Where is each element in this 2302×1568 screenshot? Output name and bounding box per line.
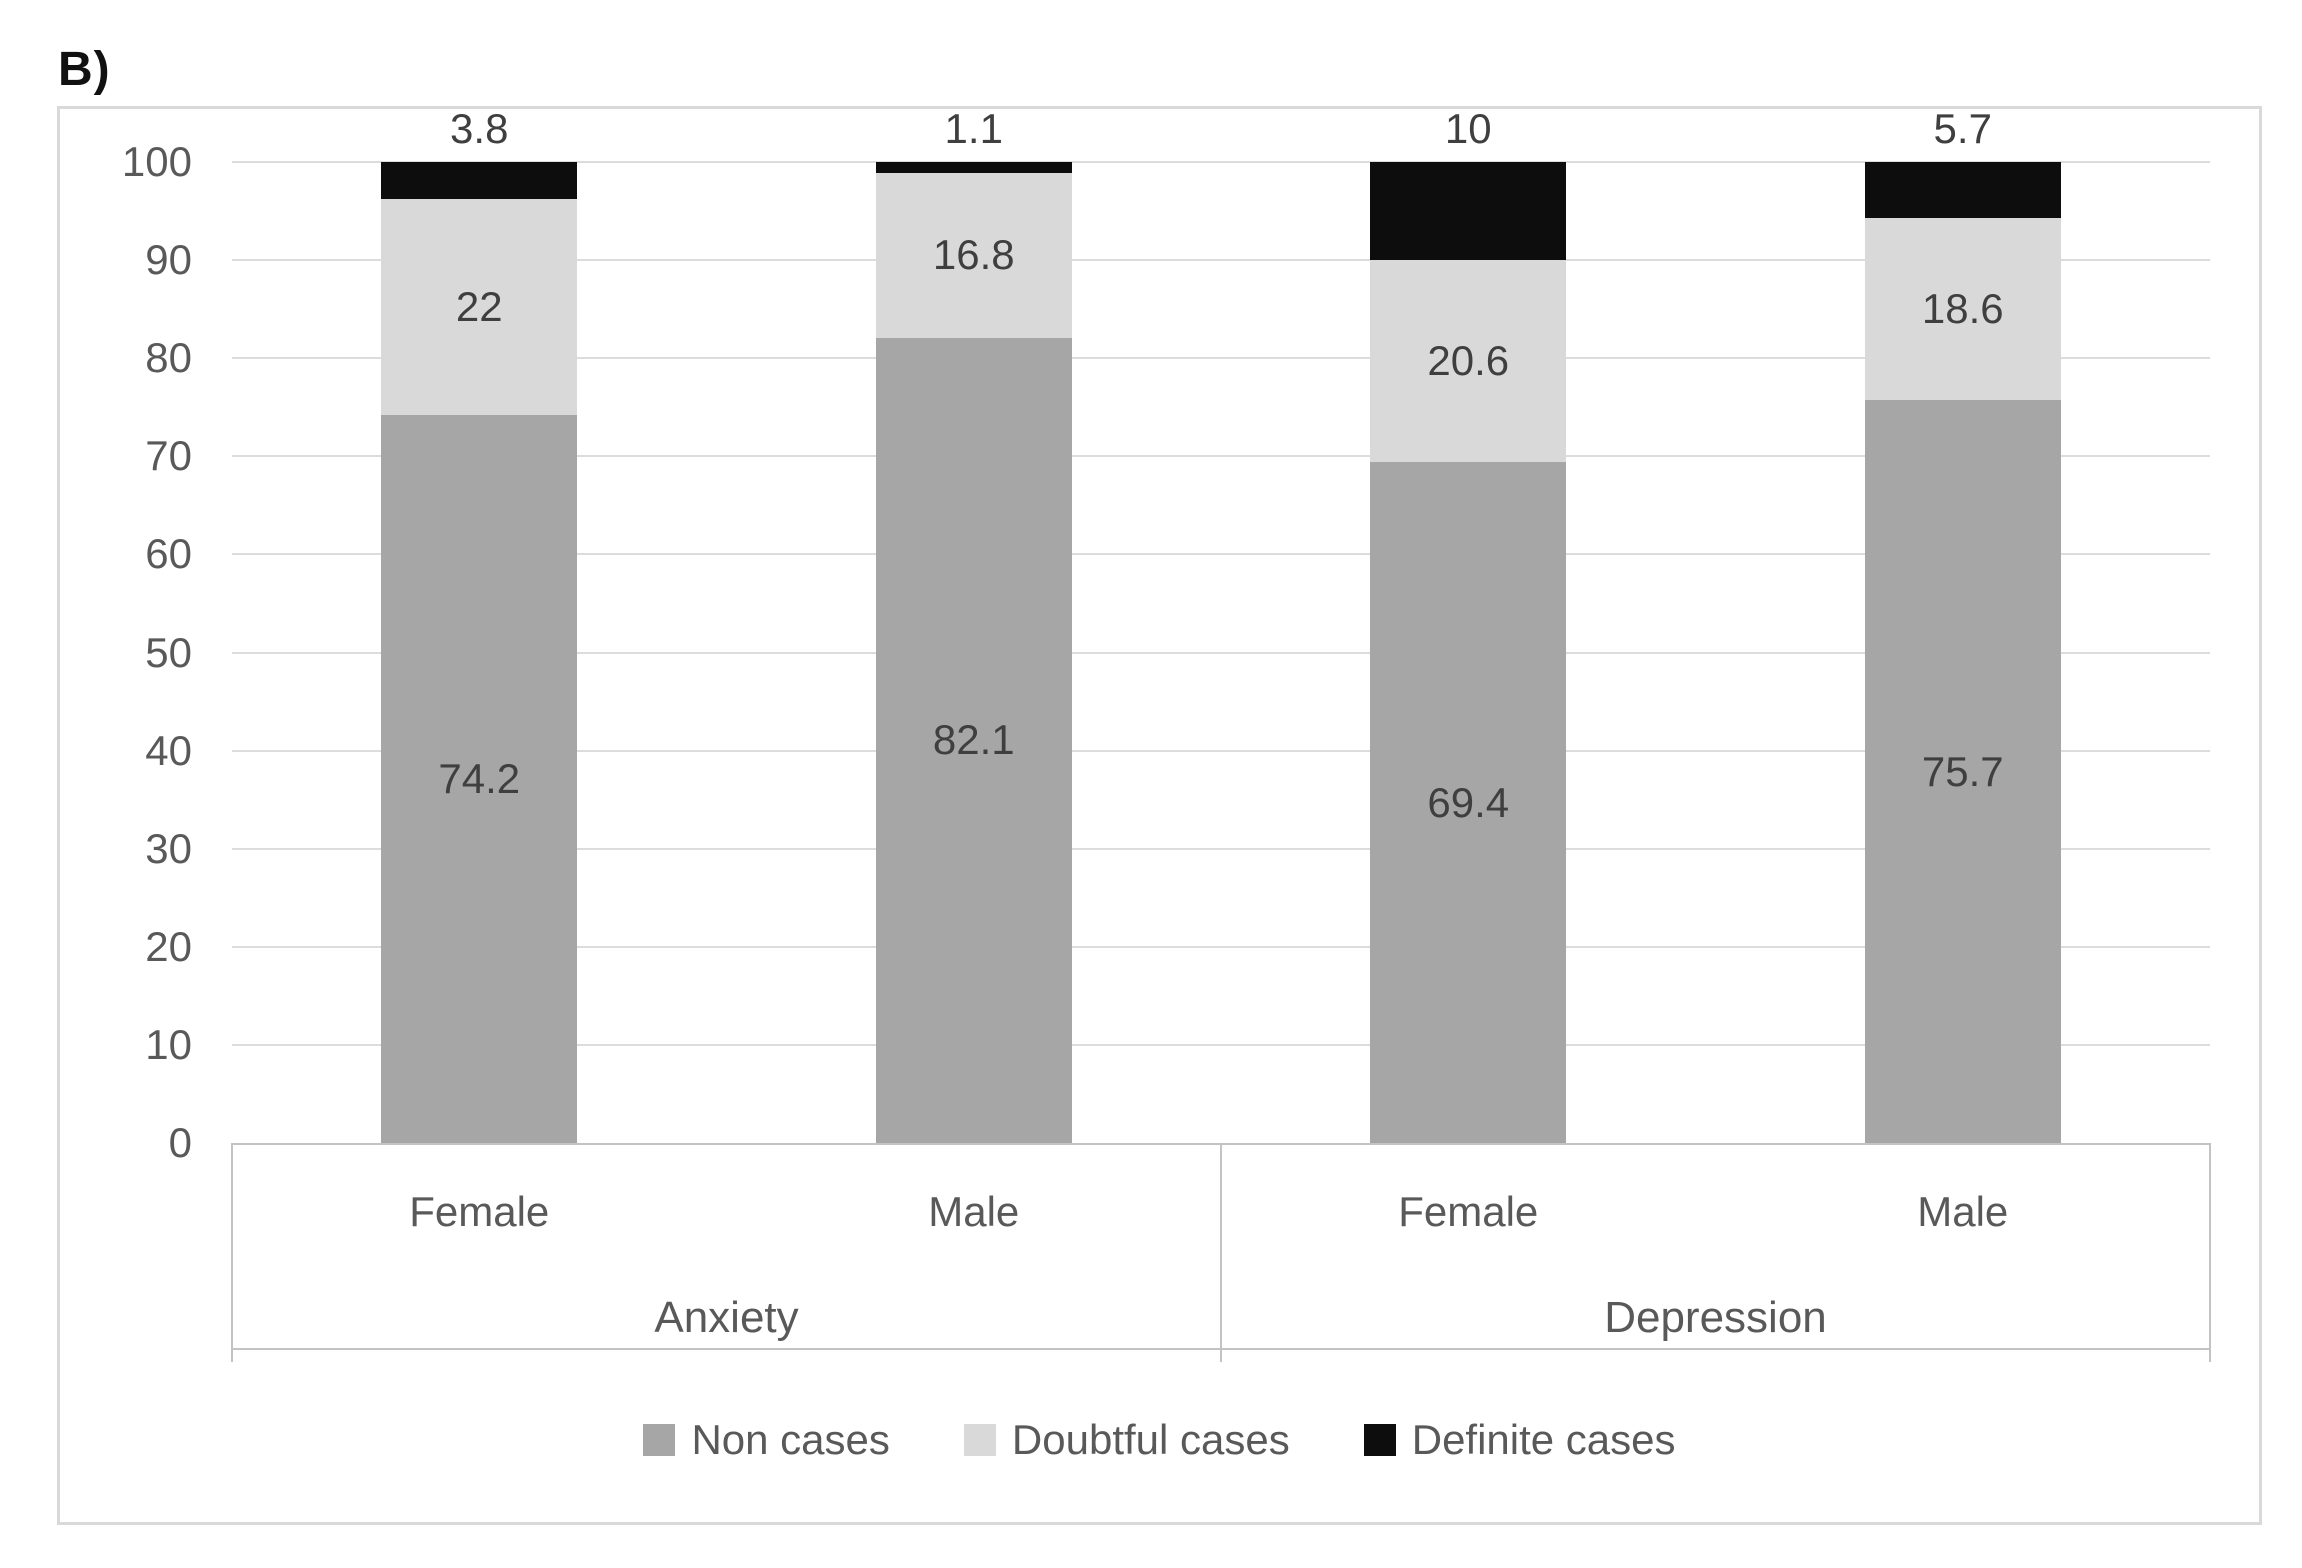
legend-label: Definite cases (1411, 1416, 1676, 1463)
data-label: 75.7 (1921, 747, 2004, 795)
category-band-divider (2209, 1143, 2211, 1362)
bar-segment-doubtful-cases (875, 172, 1072, 338)
gridline (232, 259, 2210, 262)
bar-segment-doubtful-cases (1864, 217, 2061, 401)
bar-segment-definite-cases (1370, 162, 1567, 261)
legend-swatch-icon (963, 1424, 996, 1456)
y-tick-label: 40 (145, 726, 192, 774)
data-label: 74.2 (438, 755, 521, 803)
category-band-divider (1220, 1143, 1222, 1362)
category-label: Male (1917, 1188, 2009, 1235)
group-label: Depression (1604, 1293, 1827, 1342)
y-tick-label: 90 (145, 236, 192, 284)
data-label: 1.1 (944, 105, 1003, 152)
panel-label: B) (58, 43, 111, 96)
category-label: Male (928, 1188, 1020, 1235)
legend: Non cases Doubtful cases Definite cases (57, 1412, 2262, 1468)
bar-segment-doubtful-cases (381, 199, 578, 416)
gridline (232, 357, 2210, 360)
category-label: Female (1398, 1188, 1539, 1235)
y-tick-label: 20 (145, 922, 192, 970)
bar-segment-definite-cases (381, 162, 578, 200)
y-tick-label: 100 (121, 138, 192, 185)
gridline (232, 651, 2210, 654)
legend-item: Doubtful cases (963, 1416, 1290, 1464)
y-tick-label: 0 (168, 1119, 192, 1166)
data-label: 10 (1444, 105, 1492, 152)
legend-label: Doubtful cases (1011, 1416, 1290, 1463)
gridline (232, 847, 2210, 850)
legend-swatch-icon (1363, 1424, 1396, 1456)
bar-segment-definite-cases (875, 162, 1072, 173)
bar-segment-doubtful-cases (1370, 260, 1567, 463)
data-label: 69.4 (1427, 778, 1510, 826)
category-label: Female (409, 1188, 550, 1235)
gridline (232, 749, 2210, 752)
gridline (232, 455, 2210, 458)
bar-segment-non-cases (1370, 462, 1567, 1143)
y-tick-label: 70 (145, 432, 192, 480)
data-label: 3.8 (450, 105, 509, 152)
data-label: 18.6 (1921, 285, 2004, 333)
data-label: 16.8 (932, 231, 1015, 279)
y-tick-label: 50 (145, 628, 192, 676)
gridline (232, 1043, 2210, 1046)
bar-segment-non-cases (1864, 400, 2061, 1143)
bar-segment-non-cases (381, 415, 578, 1143)
legend-swatch-icon (643, 1424, 676, 1456)
y-tick-label: 10 (145, 1020, 192, 1068)
gridline (232, 161, 2210, 163)
bar-segment-non-cases (875, 337, 1072, 1143)
data-label: 20.6 (1427, 337, 1510, 385)
y-tick-label: 80 (145, 334, 192, 382)
data-label: 22 (455, 283, 503, 331)
group-label: Anxiety (654, 1293, 799, 1342)
legend-label: Non cases (691, 1416, 890, 1463)
gridline (232, 553, 2210, 556)
legend-item: Definite cases (1363, 1416, 1676, 1464)
y-tick-label: 30 (145, 824, 192, 872)
gridline (232, 945, 2210, 948)
y-tick-label: 60 (145, 530, 192, 578)
legend-item: Non cases (643, 1416, 890, 1464)
data-label: 82.1 (932, 716, 1015, 764)
data-label: 5.7 (1933, 105, 1992, 152)
category-band-divider (231, 1143, 233, 1362)
bar-segment-definite-cases (1864, 162, 2061, 218)
